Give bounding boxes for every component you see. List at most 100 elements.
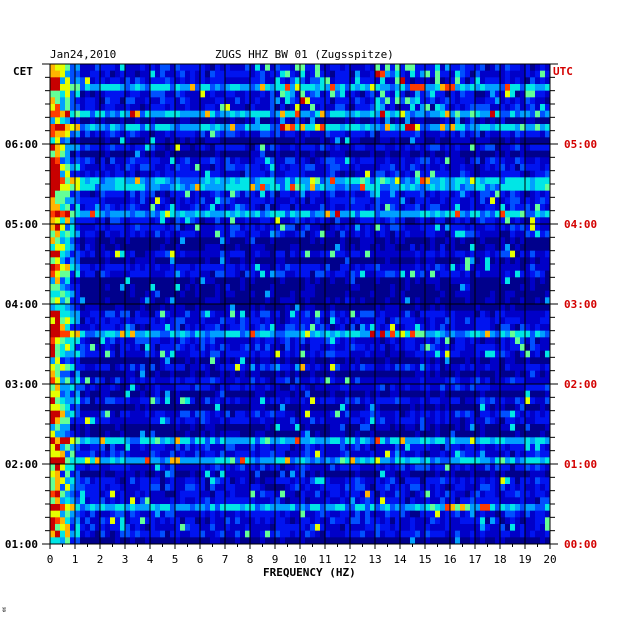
heatmap-cell [275,237,281,245]
heatmap-cell [80,104,86,111]
heatmap-cell [465,184,471,191]
heatmap-cell [425,357,431,365]
heatmap-cell [285,350,291,358]
heatmap-cell [245,244,251,251]
heatmap-cell [255,84,261,91]
heatmap-cell [325,390,331,398]
heatmap-cell [140,284,146,291]
heatmap-cell [515,270,521,278]
heatmap-cell [95,150,101,158]
heatmap-cell [400,264,406,271]
heatmap-cell [90,197,96,205]
heatmap-cell [130,144,136,151]
heatmap-cell [360,97,366,105]
heatmap-cell [265,390,271,398]
heatmap-cell [155,164,161,171]
heatmap-cell [60,190,66,198]
heatmap-cell [195,157,201,165]
heatmap-cell [155,330,161,338]
heatmap-cell [420,164,426,171]
heatmap-cell [365,224,371,231]
heatmap-cell [225,110,231,118]
heatmap-cell [370,197,376,205]
heatmap-cell [135,250,141,258]
heatmap-cell [100,84,106,91]
heatmap-cell [190,204,196,211]
heatmap-cell [130,330,136,338]
heatmap-cell [360,317,366,325]
heatmap-cell [290,370,296,378]
heatmap-cell [55,117,61,125]
heatmap-cell [435,104,441,111]
heatmap-cell [535,304,541,311]
heatmap-cell [330,377,336,385]
heatmap-cell [460,317,466,325]
heatmap-cell [220,90,226,98]
heatmap-cell [230,264,236,271]
heatmap-cell [535,350,541,358]
heatmap-cell [455,170,461,178]
heatmap-cell [320,250,326,258]
heatmap-cell [310,370,316,378]
heatmap-cell [530,137,536,145]
heatmap-cell [395,297,401,305]
heatmap-cell [420,190,426,198]
heatmap-cell [185,277,191,285]
heatmap-cell [445,337,451,345]
heatmap-cell [315,310,321,318]
heatmap-cell [440,210,446,218]
heatmap-cell [220,244,226,251]
heatmap-cell [50,170,56,178]
heatmap-cell [470,124,476,131]
heatmap-cell [75,64,81,71]
heatmap-cell [205,270,211,278]
heatmap-cell [75,330,81,338]
heatmap-cell [205,144,211,151]
heatmap-cell [295,324,301,331]
heatmap-cell [425,310,431,318]
heatmap-cell [380,217,386,225]
heatmap-cell [115,164,121,171]
heatmap-cell [165,184,171,191]
heatmap-cell [420,337,426,345]
heatmap-cell [50,330,56,338]
heatmap-cell [300,117,306,125]
heatmap-cell [195,337,201,345]
heatmap-cell [385,277,391,285]
heatmap-cell [340,244,346,251]
heatmap-cell [435,177,441,185]
heatmap-cell [340,157,346,165]
heatmap-cell [70,250,76,258]
heatmap-cell [435,210,441,218]
heatmap-cell [310,130,316,138]
heatmap-cell [335,317,341,325]
heatmap-cell [275,130,281,138]
heatmap-cell [150,157,156,165]
heatmap-cell [415,297,421,305]
heatmap-cell [510,130,516,138]
heatmap-cell [355,290,361,298]
heatmap-cell [310,157,316,165]
heatmap-cell [240,137,246,145]
heatmap-cell [285,144,291,151]
heatmap-cell [175,217,181,225]
heatmap-cell [490,204,496,211]
heatmap-cell [185,217,191,225]
heatmap-cell [245,230,251,238]
heatmap-cell [365,297,371,305]
heatmap-cell [480,77,486,85]
heatmap-cell [70,130,76,138]
heatmap-cell [530,324,536,331]
heatmap-cell [195,244,201,251]
heatmap-cell [240,84,246,91]
heatmap-cell [110,350,116,358]
heatmap-cell [435,390,441,398]
heatmap-cell [355,264,361,271]
heatmap-cell [450,77,456,85]
heatmap-cell [55,324,61,331]
heatmap-cell [300,390,306,398]
heatmap-cell [545,104,551,111]
heatmap-cell [245,330,251,338]
heatmap-cell [295,104,301,111]
heatmap-cell [290,97,296,105]
